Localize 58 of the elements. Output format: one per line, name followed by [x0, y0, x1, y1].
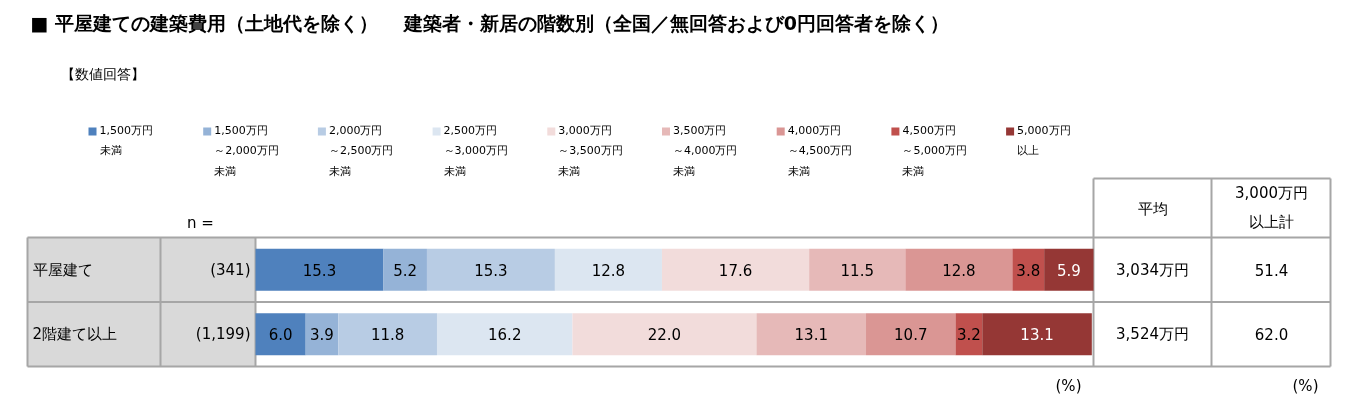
data-label: 6.0	[268, 326, 293, 345]
text: (341)	[210, 260, 251, 279]
data-label: 11.5	[840, 261, 874, 280]
text: (1,199)	[195, 325, 251, 344]
data-label: 13.1	[1020, 326, 1054, 345]
bar	[1044, 248, 1094, 291]
text: n =	[187, 213, 214, 232]
bar	[809, 248, 906, 291]
text: 62.0	[1254, 326, 1289, 345]
chart-title: ■ 平屋建ての建築費用（土地代を除く） 建築者・新居の階数別（全国／無回答および0円回答者を除く）	[30, 11, 949, 34]
data-label: 3.9	[310, 326, 334, 345]
bar	[383, 248, 427, 291]
legend-label: 3,500万円～4,000万円未満	[673, 123, 738, 179]
legend-label: 4,000万円～4,500万円未満	[787, 123, 853, 179]
y-tick-label: 2階建て以上	[32, 325, 118, 344]
data-label: 5.2	[393, 261, 418, 280]
data-label: 13.1	[794, 326, 828, 345]
bar	[866, 313, 956, 356]
text: 3,000万円以上計	[1235, 184, 1308, 231]
legend-label: 2,000万円～2,500万円未満	[328, 123, 394, 179]
bar	[426, 248, 555, 291]
bar	[255, 313, 306, 356]
bar	[255, 248, 384, 291]
text: 平均	[1137, 199, 1168, 218]
data-label: 16.2	[488, 326, 522, 345]
data-label: 15.3	[474, 261, 508, 280]
data-label: 10.7	[894, 326, 928, 345]
legend-label: 1,500万円未満	[99, 123, 153, 158]
data-label: 5.9	[1056, 261, 1081, 280]
bar	[982, 313, 1092, 356]
data-label: 3.2	[956, 326, 981, 345]
text: 3,034万円	[1116, 260, 1189, 279]
legend-label: 3,000万円～3,500万円未満	[558, 123, 623, 179]
legend-label: 4,500万円～5,000万円未満	[902, 123, 967, 179]
text: 51.4	[1254, 261, 1289, 280]
y-tick-label: 平屋建て	[32, 260, 93, 279]
bar	[436, 313, 573, 356]
data-label: 12.8	[942, 261, 976, 280]
data-label: 12.8	[591, 261, 626, 280]
bar	[572, 313, 757, 356]
data-label: 15.3	[302, 261, 337, 280]
bar	[554, 248, 662, 291]
bar	[756, 313, 867, 356]
bar	[905, 248, 1013, 291]
text: (%)	[1292, 376, 1319, 395]
text: (%)	[1055, 376, 1082, 395]
bar	[338, 313, 437, 356]
legend-label: 1,500万円～2,000万円未満	[214, 123, 279, 179]
data-label: 17.6	[718, 261, 753, 280]
data-label: 3.8	[1016, 261, 1041, 280]
legend-label: 5,000万円以上	[1017, 123, 1071, 158]
legend-label: 2,500万円～3,000万円未満	[443, 123, 509, 179]
text: 3,524万円	[1116, 325, 1189, 344]
data-label: 11.8	[370, 326, 405, 345]
bar	[661, 248, 810, 291]
bar	[1012, 248, 1045, 291]
data-label: 22.0	[647, 326, 682, 345]
text: 【数値回答】	[60, 65, 145, 82]
